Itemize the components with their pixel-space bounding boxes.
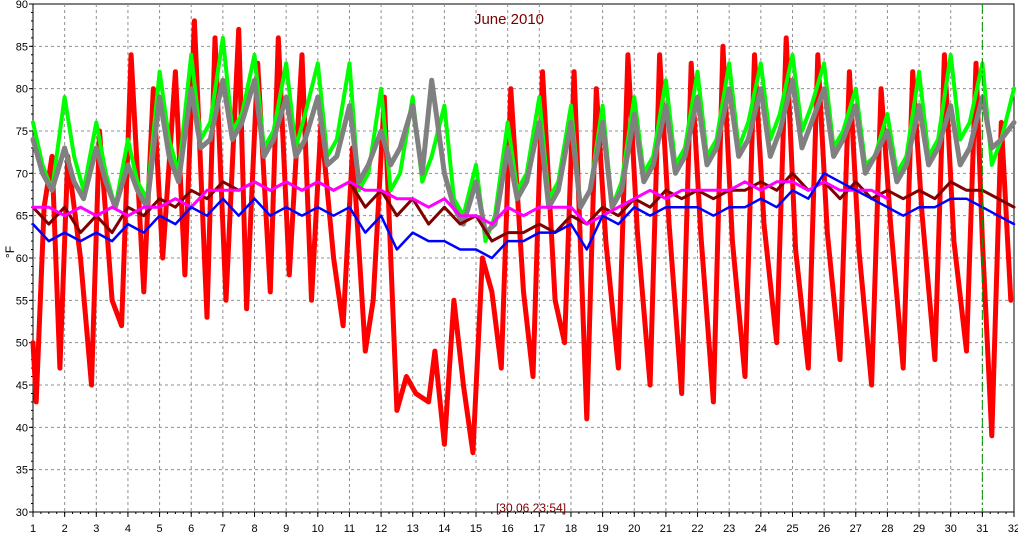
x-tick-label: 16 xyxy=(502,523,514,535)
x-tick-label: 9 xyxy=(283,523,289,535)
y-tick-label: 45 xyxy=(16,380,28,392)
x-tick-label: 15 xyxy=(470,523,482,535)
series-line-3 xyxy=(30,77,1017,236)
x-tick-label: 14 xyxy=(438,523,450,535)
series-line-6 xyxy=(31,172,1016,260)
y-tick-label: 65 xyxy=(16,211,28,223)
y-tick-label: 90 xyxy=(16,0,28,11)
x-tick-label: 4 xyxy=(125,523,131,535)
x-tick-label: 17 xyxy=(533,523,545,535)
x-tick-label: 8 xyxy=(251,523,257,535)
series-line-5 xyxy=(31,180,889,226)
x-tick-label: 32 xyxy=(1008,523,1018,535)
series-line-1 xyxy=(30,18,1014,456)
y-axis-label: °F xyxy=(3,246,17,258)
x-tick-label: 24 xyxy=(755,523,767,535)
x-tick-label: 11 xyxy=(344,523,355,535)
x-axis: 1 2 3 4 5 6 7 8 9 10 11 12 13 14 15 16 17 18 19 20 21 22 23 24 2… xyxy=(30,512,1018,535)
x-tick-label: 25 xyxy=(786,523,798,535)
chart-title: June 2010 xyxy=(474,11,544,28)
x-tick-label: 26 xyxy=(818,523,830,535)
y-axis: 30 35 40 45 50 55 60 65 70 75 80 85 90 xyxy=(16,0,33,519)
x-tick-label: 2 xyxy=(62,523,68,535)
x-tick-label: 1 xyxy=(30,523,36,535)
y-tick-label: 55 xyxy=(16,295,28,307)
cursor-time-label: [30.06 23:54] xyxy=(496,501,566,515)
x-tick-label: 31 xyxy=(976,523,988,535)
y-tick-label: 75 xyxy=(16,126,28,138)
x-tick-label: 3 xyxy=(93,523,99,535)
x-tick-label: 18 xyxy=(565,523,577,535)
x-tick-label: 19 xyxy=(596,523,608,535)
series-group xyxy=(30,18,1017,456)
x-tick-label: 20 xyxy=(628,523,640,535)
y-tick-label: 50 xyxy=(16,338,28,350)
x-tick-label: 22 xyxy=(691,523,703,535)
y-tick-label: 30 xyxy=(16,507,28,519)
x-tick-label: 10 xyxy=(312,523,324,535)
x-tick-label: 12 xyxy=(375,523,387,535)
y-tick-label: 35 xyxy=(16,465,28,477)
x-tick-label: 23 xyxy=(723,523,735,535)
series-line-2 xyxy=(31,35,1016,244)
y-tick-label: 70 xyxy=(16,168,28,180)
x-tick-label: 28 xyxy=(881,523,893,535)
x-tick-label: 5 xyxy=(157,523,163,535)
y-tick-label: 40 xyxy=(16,422,28,434)
x-tick-label: 27 xyxy=(850,523,862,535)
x-tick-label: 21 xyxy=(660,523,672,535)
x-tick-label: 13 xyxy=(407,523,419,535)
x-tick-label: 30 xyxy=(945,523,957,535)
x-tick-label: 6 xyxy=(188,523,194,535)
y-tick-label: 85 xyxy=(16,41,28,53)
x-tick-label: 29 xyxy=(913,523,925,535)
x-tick-label: 7 xyxy=(220,523,226,535)
y-tick-label: 80 xyxy=(16,84,28,96)
y-tick-label: 60 xyxy=(16,253,28,265)
